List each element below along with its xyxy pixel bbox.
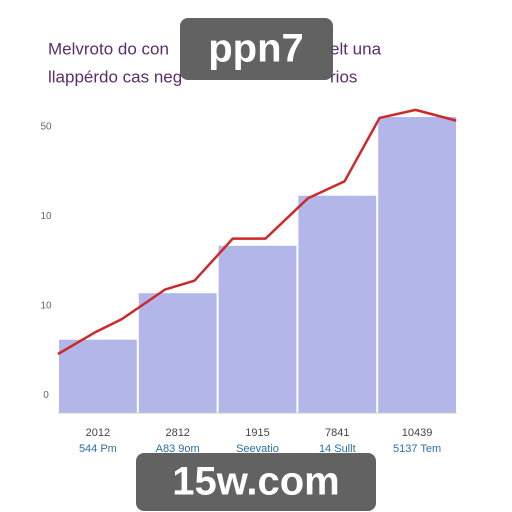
watermark-box <box>180 18 333 80</box>
watermark-box <box>136 453 376 511</box>
x-tick-sublabel: 5137 Tem <box>393 443 441 455</box>
y-tick-label: 0 <box>43 390 49 401</box>
x-tick-label: 2012 <box>86 427 110 439</box>
x-tick-sublabel: 14 Sullt <box>319 443 356 455</box>
line <box>57 108 457 356</box>
x-tick-sublabel: 544 Pm <box>79 443 117 455</box>
x-tick-sublabel: A83 9om <box>156 443 200 455</box>
title-left: Melvroto do con <box>48 39 169 58</box>
x-tick-label: 2812 <box>165 427 189 439</box>
y-tick-label: 10 <box>40 211 52 222</box>
subtitle-left: llappérdo cas neg <box>48 67 182 86</box>
x-tick-sublabel: Seevatio <box>236 443 279 455</box>
y-tick-label: 10 <box>40 300 52 311</box>
bar <box>138 293 217 413</box>
x-tick-label: 7841 <box>325 427 349 439</box>
y-tick-label: 50 <box>40 122 52 133</box>
bar <box>298 195 377 413</box>
subtitle-right: rios <box>330 67 357 86</box>
watermark: 15w.com <box>172 460 339 504</box>
bar <box>59 339 137 413</box>
bar <box>218 245 297 413</box>
x-tick-label: 10439 <box>402 427 433 439</box>
x-tick-label: 1915 <box>245 427 269 439</box>
watermark: ppn7 <box>208 27 304 71</box>
bar <box>378 117 456 413</box>
title-right: elt una <box>330 39 382 58</box>
